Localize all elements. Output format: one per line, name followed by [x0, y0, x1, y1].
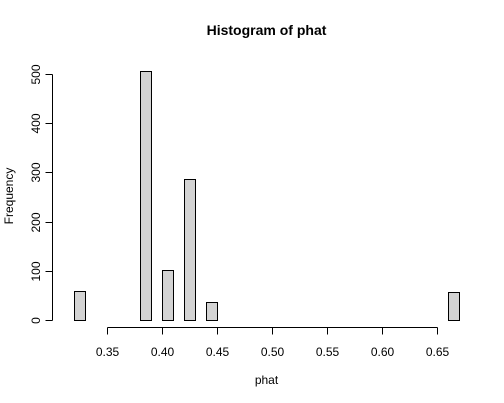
- x-tick-label-4: 0.55: [316, 345, 340, 359]
- x-tick-label-0: 0.35: [96, 345, 120, 359]
- histogram-bar-8: [162, 270, 174, 321]
- y-axis-label: Frequency: [2, 168, 16, 225]
- histogram-bar-34: [448, 292, 460, 321]
- x-tick-label-2: 0.45: [206, 345, 230, 359]
- x-tick-label-1: 0.40: [151, 345, 175, 359]
- chart-title: Histogram of phat: [207, 22, 327, 38]
- bars-group: [74, 71, 460, 321]
- y-axis: 0 100 200 300 400 500: [29, 64, 53, 324]
- histogram-bar-6: [140, 71, 152, 321]
- x-tick-label-5: 0.60: [371, 345, 395, 359]
- y-tick-label-0: 0: [29, 317, 43, 324]
- x-axis-label: phat: [255, 373, 279, 387]
- histogram-bar-12: [206, 302, 218, 321]
- y-tick-label-4: 400: [29, 113, 43, 133]
- y-tick-label-2: 200: [29, 212, 43, 232]
- y-tick-label-1: 100: [29, 261, 43, 281]
- histogram-bar-10: [184, 179, 196, 321]
- y-tick-label-5: 500: [29, 64, 43, 84]
- x-tick-label-3: 0.50: [261, 345, 285, 359]
- x-axis: 0.35 0.40 0.45 0.50 0.55 0.60 0.65: [96, 327, 450, 359]
- y-tick-label-3: 300: [29, 162, 43, 182]
- histogram-bar-0: [74, 291, 86, 321]
- x-tick-label-6: 0.65: [426, 345, 450, 359]
